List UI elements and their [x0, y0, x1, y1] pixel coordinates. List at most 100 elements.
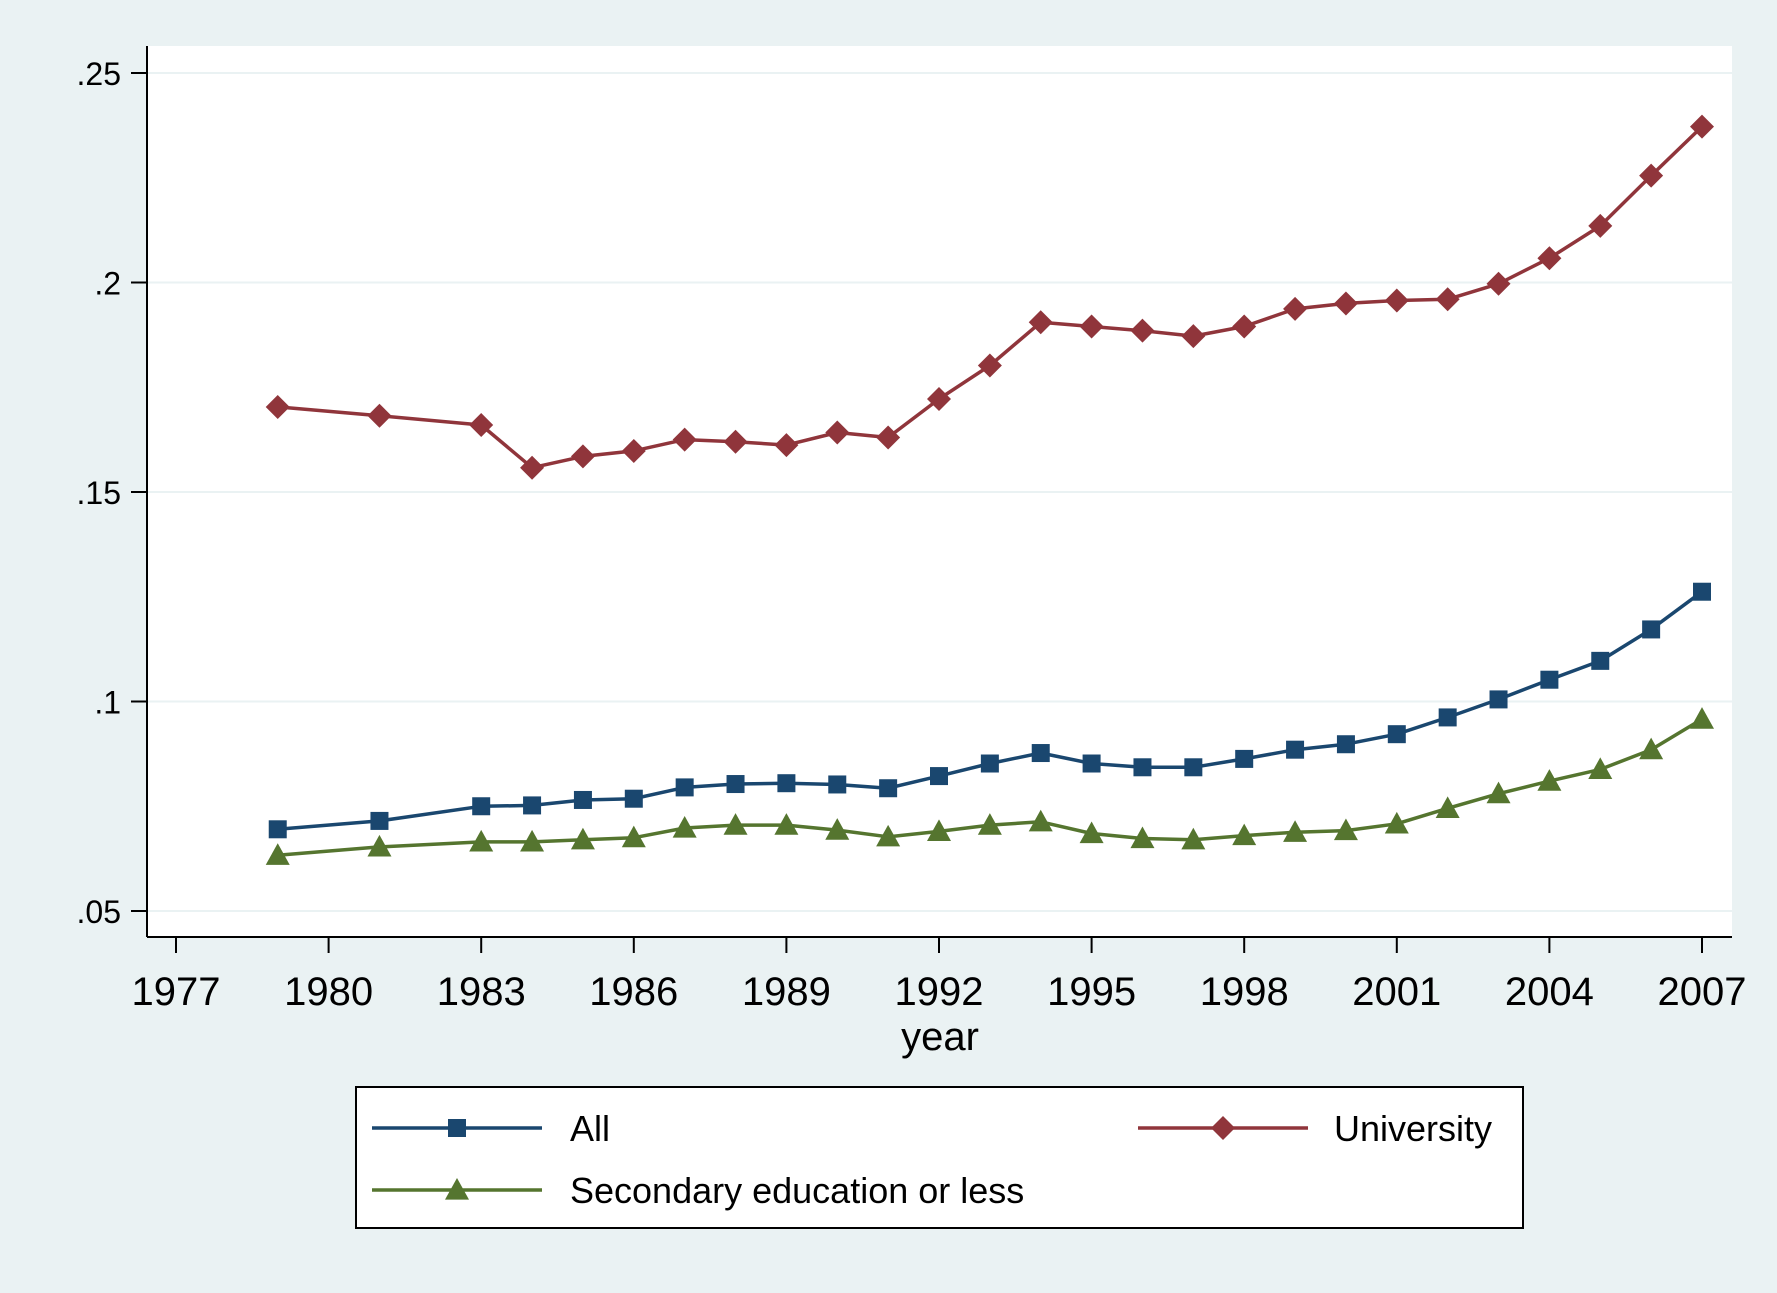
data-point-all	[930, 767, 948, 786]
data-point-university	[927, 386, 951, 411]
data-point-secondary-education-or-less	[1333, 818, 1358, 841]
data-point-university	[469, 412, 494, 437]
data-point-all	[268, 820, 287, 839]
data-point-university	[520, 455, 545, 480]
y-tick-label: .25	[77, 56, 121, 92]
gridlines	[147, 72, 1732, 912]
data-point-university	[1130, 318, 1155, 343]
data-point-secondary-education-or-less	[570, 827, 595, 850]
data-point-university	[774, 433, 799, 458]
data-point-all	[523, 796, 542, 815]
data-point-university	[1588, 213, 1613, 238]
data-point-all	[1693, 582, 1711, 601]
data-point-university	[570, 444, 595, 469]
data-point-university	[1384, 288, 1409, 313]
data-point-secondary-education-or-less	[469, 829, 494, 852]
data-point-secondary-education-or-less	[723, 813, 748, 835]
legend-marker-all	[448, 1119, 466, 1137]
data-point-secondary-education-or-less	[1639, 737, 1664, 760]
y-tick-label: .15	[77, 475, 121, 511]
data-point-all	[1082, 754, 1101, 773]
data-point-secondary-education-or-less	[265, 843, 290, 865]
legend-box	[355, 1086, 1524, 1229]
data-point-university	[1028, 310, 1053, 335]
data-point-university	[367, 403, 392, 428]
data-point-all	[675, 778, 694, 797]
data-point-university	[1232, 314, 1257, 339]
x-tick-label: 1995	[1047, 970, 1136, 1014]
legend-marker-university	[1211, 1116, 1235, 1140]
data-point-all	[1438, 708, 1457, 727]
data-point-all	[1184, 758, 1203, 777]
data-point-university	[1486, 271, 1511, 296]
data-point-secondary-education-or-less	[825, 818, 850, 840]
data-point-university	[977, 353, 1002, 378]
data-point-all	[777, 774, 796, 793]
data-point-all	[1540, 670, 1559, 689]
data-point-all	[726, 775, 745, 794]
legend-label-university: University	[1334, 1108, 1492, 1149]
x-tick-label: 1980	[284, 970, 373, 1014]
series-university	[265, 114, 1714, 480]
data-point-all	[980, 754, 999, 773]
data-point-secondary-education-or-less	[520, 829, 545, 852]
data-point-secondary-education-or-less	[977, 813, 1002, 835]
y-tick-label: .2	[94, 266, 121, 302]
data-point-university	[1283, 296, 1308, 321]
data-point-university	[1079, 314, 1104, 339]
data-point-secondary-education-or-less	[1232, 823, 1257, 846]
data-point-secondary-education-or-less	[1435, 796, 1460, 818]
series-secondary-education-or-less	[265, 707, 1714, 865]
data-point-all	[1387, 725, 1406, 744]
data-point-secondary-education-or-less	[1588, 757, 1613, 779]
data-point-secondary-education-or-less	[1690, 707, 1714, 729]
data-point-secondary-education-or-less	[1486, 781, 1511, 804]
data-point-secondary-education-or-less	[1384, 811, 1409, 834]
x-tick-label: 2007	[1658, 970, 1747, 1014]
data-point-secondary-education-or-less	[927, 819, 951, 841]
data-point-university	[1537, 246, 1562, 271]
x-tick-label: 2001	[1352, 970, 1441, 1014]
legend-marker-secondary-education-or-less	[445, 1178, 469, 1200]
x-tick-label: 2004	[1505, 970, 1594, 1014]
x-ticks: 1977 1980 1983 1986 1989 1992 1995 1998 2001 2004…	[132, 937, 1747, 1014]
data-point-secondary-education-or-less	[1079, 821, 1104, 844]
data-point-university	[723, 429, 748, 454]
x-tick-label: 1977	[132, 970, 221, 1014]
x-tick-label: 1992	[895, 970, 984, 1014]
data-point-university	[1435, 287, 1460, 312]
data-point-secondary-education-or-less	[1181, 827, 1206, 850]
y-ticks: .05 .1 .15 .2 .25	[77, 56, 147, 930]
data-point-all	[573, 790, 592, 809]
data-point-university	[876, 425, 901, 450]
data-point-secondary-education-or-less	[1130, 826, 1155, 849]
x-axis-label: year	[901, 1015, 979, 1059]
data-point-all	[828, 775, 847, 794]
data-point-all	[1031, 744, 1050, 763]
data-point-all	[472, 797, 491, 816]
data-point-all	[1286, 740, 1305, 759]
data-point-university	[265, 394, 290, 419]
y-tick-label: .1	[94, 685, 121, 721]
data-point-university	[1181, 324, 1206, 349]
data-point-secondary-education-or-less	[774, 813, 799, 835]
data-point-secondary-education-or-less	[876, 824, 901, 847]
y-tick-label: .05	[77, 894, 121, 930]
data-point-all	[1591, 651, 1610, 670]
x-tick-label: 1986	[589, 970, 678, 1014]
x-tick-label: 1989	[742, 970, 831, 1014]
data-point-secondary-education-or-less	[1283, 820, 1308, 842]
data-point-all	[1642, 620, 1661, 639]
data-point-university	[1690, 114, 1714, 139]
data-point-university	[825, 420, 850, 445]
data-point-all	[624, 789, 643, 808]
x-tick-label: 1998	[1200, 970, 1289, 1014]
data-point-university	[621, 438, 646, 463]
data-point-secondary-education-or-less	[1537, 769, 1562, 791]
data-point-all	[1489, 690, 1508, 709]
legend: All University Secondary education or less	[355, 1086, 1524, 1229]
x-tick-label: 1983	[437, 970, 526, 1014]
legend-label-all: All	[570, 1108, 610, 1149]
